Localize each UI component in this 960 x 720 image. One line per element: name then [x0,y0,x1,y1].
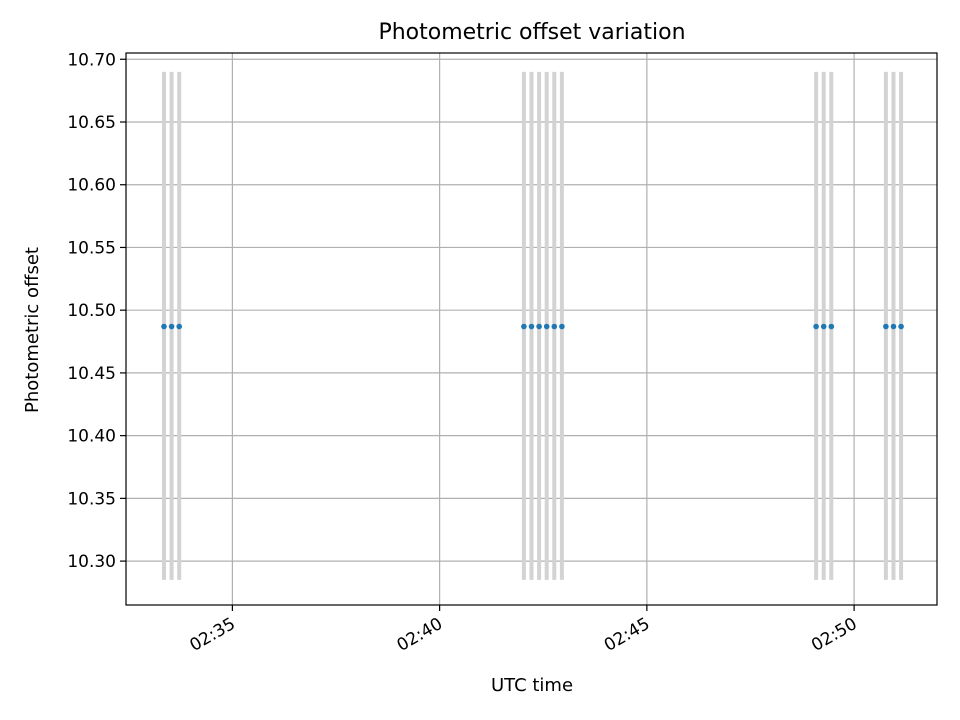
data-point [559,323,565,330]
y-axis: 10.30 10.35 10.40 10.45 10.50 10.55 10.60 10.65… [67,50,126,572]
y-tick-label: 10.45 [67,364,116,384]
y-tick-label: 10.55 [67,238,116,258]
data-point [543,323,550,330]
x-tick-label: 02:45 [601,614,653,656]
x-tick-label: 02:35 [186,614,238,656]
data-point [521,323,527,330]
x-axis: 02:35 02:40 02:45 02:50 [186,605,861,656]
plot-frame [125,52,938,606]
data-point [161,323,167,330]
data-point [176,323,182,330]
x-tick-label: 02:50 [808,614,860,656]
y-axis-label: Photometric offset [22,247,43,413]
data-point [890,323,897,330]
y-tick-label: 10.35 [67,489,116,509]
data-point [168,323,175,330]
y-tick-label: 10.40 [67,427,116,447]
y-tick-label: 10.60 [67,176,116,196]
y-tick-label: 10.65 [67,113,116,133]
data-points [161,323,904,330]
x-tick-label: 02:40 [394,614,446,656]
y-tick-label: 10.50 [67,301,116,321]
data-point [883,323,889,330]
data-point [528,323,535,330]
data-point [551,323,558,330]
data-point [536,323,542,330]
y-tick-label: 10.70 [67,50,116,70]
data-point [813,323,819,330]
data-point [828,323,835,330]
data-point [898,323,904,330]
data-point [820,323,827,330]
y-tick-label: 10.30 [67,552,116,572]
x-axis-label: UTC time [491,675,573,696]
chart-title: Photometric offset variation [378,20,685,45]
